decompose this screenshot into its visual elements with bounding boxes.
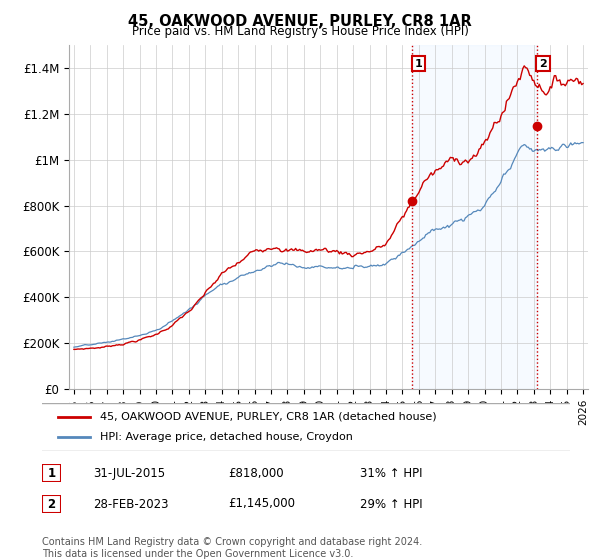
Text: 2: 2 [539,59,547,68]
Text: 31-JUL-2015: 31-JUL-2015 [93,466,165,480]
Text: 31% ↑ HPI: 31% ↑ HPI [360,466,422,480]
Text: 2: 2 [47,497,56,511]
FancyBboxPatch shape [42,464,61,482]
Text: 1: 1 [47,466,56,480]
Text: 45, OAKWOOD AVENUE, PURLEY, CR8 1AR (detached house): 45, OAKWOOD AVENUE, PURLEY, CR8 1AR (det… [100,412,437,422]
Text: 28-FEB-2023: 28-FEB-2023 [93,497,169,511]
Text: £1,145,000: £1,145,000 [228,497,295,511]
Bar [412,45,536,389]
FancyBboxPatch shape [37,403,575,451]
FancyBboxPatch shape [42,495,61,513]
Text: 1: 1 [415,59,422,68]
Text: Price paid vs. HM Land Registry's House Price Index (HPI): Price paid vs. HM Land Registry's House … [131,25,469,38]
Text: 45, OAKWOOD AVENUE, PURLEY, CR8 1AR: 45, OAKWOOD AVENUE, PURLEY, CR8 1AR [128,14,472,29]
Text: 29% ↑ HPI: 29% ↑ HPI [360,497,422,511]
Text: Contains HM Land Registry data © Crown copyright and database right 2024.
This d: Contains HM Land Registry data © Crown c… [42,537,422,559]
Text: HPI: Average price, detached house, Croydon: HPI: Average price, detached house, Croy… [100,432,353,442]
Text: £818,000: £818,000 [228,466,284,480]
